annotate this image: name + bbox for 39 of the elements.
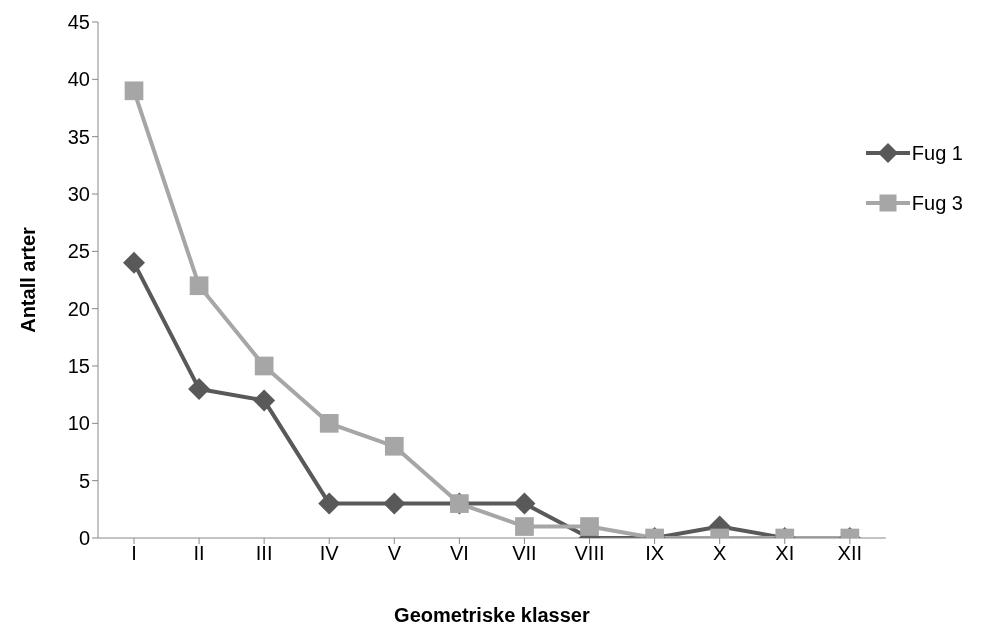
point xyxy=(253,389,276,412)
y-tick-label: 30 xyxy=(67,183,90,206)
x-axis-title: Geometriske klasser xyxy=(394,604,590,627)
x-tick-label: XI xyxy=(775,542,795,565)
x-tick-label: VI xyxy=(449,542,469,565)
point xyxy=(580,517,599,536)
point xyxy=(189,276,209,296)
point xyxy=(188,377,211,400)
y-tick-label: 45 xyxy=(67,11,90,34)
point xyxy=(318,492,341,515)
x-tick-label: VII xyxy=(512,542,537,565)
point xyxy=(383,492,406,515)
point xyxy=(123,251,145,274)
y-tick-label: 0 xyxy=(78,527,90,550)
point xyxy=(124,81,144,101)
x-tick-label: I xyxy=(131,542,137,565)
point xyxy=(254,356,274,376)
legend-label: Fug 1 xyxy=(911,141,963,166)
y-tick-label: 40 xyxy=(67,68,90,91)
x-tick-label: IX xyxy=(645,542,665,565)
x-tick-label: VIII xyxy=(574,542,605,565)
point xyxy=(513,492,536,515)
x-tick-label: XII xyxy=(837,542,863,565)
x-tick-label: III xyxy=(255,542,273,565)
y-tick-label: 5 xyxy=(78,469,90,492)
x-tick-label: II xyxy=(193,542,205,565)
y-tick-label: 20 xyxy=(67,297,90,320)
point xyxy=(319,413,339,433)
x-tick-label: V xyxy=(387,542,402,565)
y-tick-label: 10 xyxy=(67,412,90,435)
point xyxy=(384,436,404,456)
y-tick-label: 15 xyxy=(67,355,90,378)
y-axis-title: Antall arter xyxy=(17,226,40,333)
y-tick-label: 25 xyxy=(67,240,90,263)
point xyxy=(515,517,534,536)
x-tick-label: X xyxy=(713,542,727,565)
legend-label: Fug 3 xyxy=(911,191,963,216)
y-tick-label: 35 xyxy=(67,125,90,148)
x-tick-label: IV xyxy=(319,542,340,565)
